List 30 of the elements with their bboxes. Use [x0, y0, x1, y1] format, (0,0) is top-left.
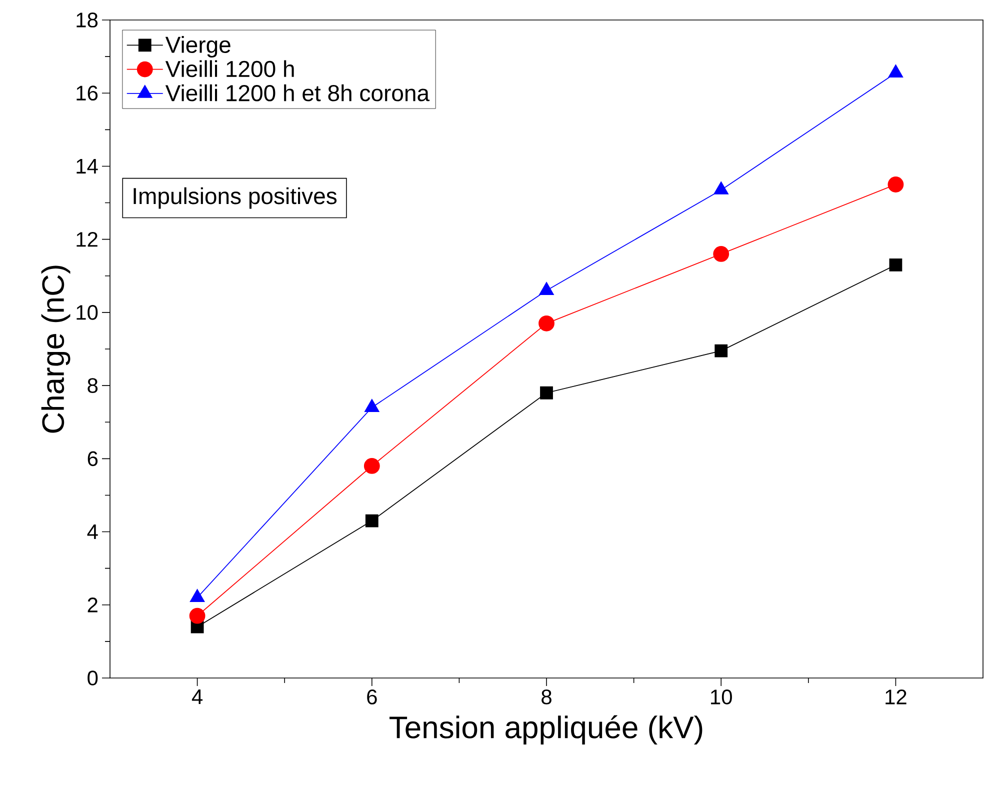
- y-tick-label: 2: [88, 598, 98, 612]
- point: [713, 246, 730, 262]
- y-tick-label: 10: [76, 305, 98, 320]
- y-tick-label: 14: [76, 159, 98, 174]
- y-axis-title: Charge (nC): [41, 266, 70, 433]
- point: [540, 386, 553, 400]
- point: [364, 458, 380, 474]
- point: [714, 344, 728, 358]
- x-tick-label: 10: [711, 690, 732, 704]
- x-axis-title: Tension appliquée (kV): [390, 715, 702, 745]
- point: [888, 176, 904, 192]
- y-tick-label: 0: [88, 670, 98, 686]
- x-tick-label: 4: [192, 690, 203, 704]
- y-tick-label: 4: [87, 524, 98, 539]
- point: [889, 258, 902, 272]
- legend-label: Vierge: [165, 36, 230, 58]
- y-tick-label: 6: [88, 451, 98, 466]
- point: [189, 608, 206, 624]
- x-tick-label: 12: [886, 690, 906, 704]
- y-tick-label: 8: [88, 378, 98, 393]
- point: [365, 514, 378, 528]
- point: [538, 315, 554, 332]
- annotation: Impulsions positives: [134, 187, 337, 209]
- y-tick-label: 18: [76, 12, 98, 28]
- x-tick-label: 6: [367, 690, 377, 704]
- y-tick-label: 12: [76, 232, 98, 247]
- legend-label: Vieilli 1200 h et 8h corona: [165, 84, 430, 102]
- x-tick-label: 8: [542, 690, 552, 704]
- legend-label: Vieilli 1200 h: [165, 60, 294, 78]
- y-tick-label: 16: [76, 86, 98, 101]
